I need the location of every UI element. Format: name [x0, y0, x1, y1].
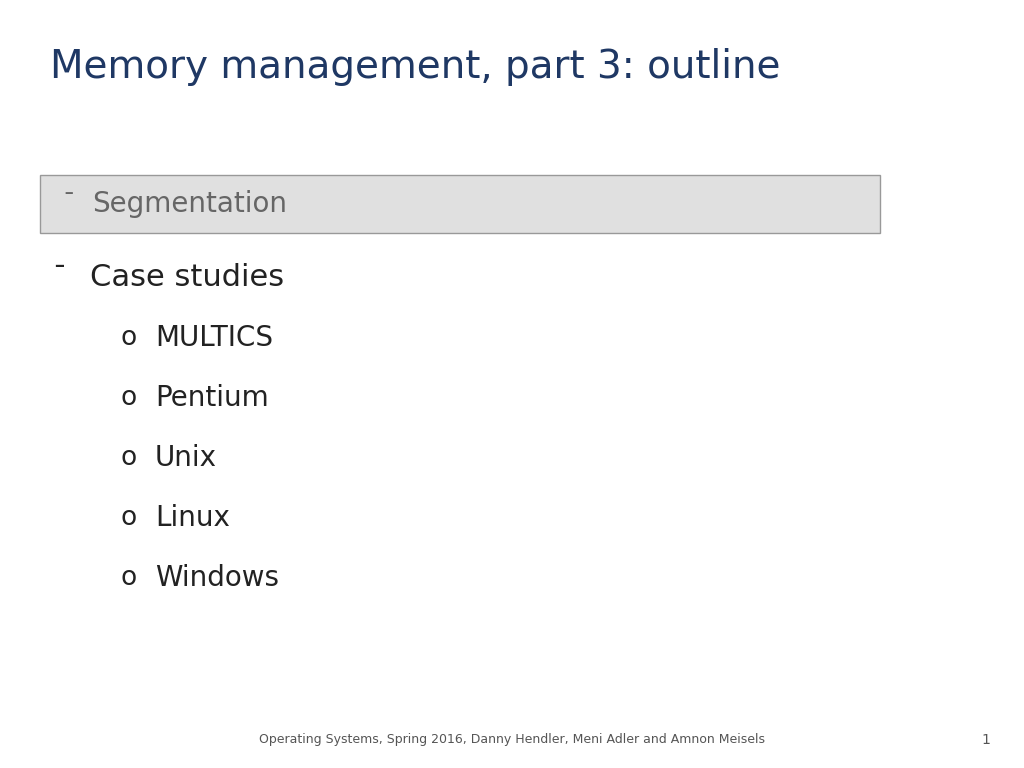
Text: o: o [120, 325, 136, 351]
Text: Operating Systems, Spring 2016, Danny Hendler, Meni Adler and Amnon Meisels: Operating Systems, Spring 2016, Danny He… [259, 733, 765, 746]
Text: ˉ: ˉ [52, 264, 66, 292]
Text: Linux: Linux [155, 504, 229, 532]
Text: Unix: Unix [155, 444, 217, 472]
Text: Case studies: Case studies [90, 263, 284, 293]
Text: Memory management, part 3: outline: Memory management, part 3: outline [50, 48, 780, 86]
FancyBboxPatch shape [40, 175, 880, 233]
Text: o: o [120, 565, 136, 591]
Text: Segmentation: Segmentation [92, 190, 287, 218]
Text: o: o [120, 505, 136, 531]
Text: o: o [120, 385, 136, 411]
Text: Pentium: Pentium [155, 384, 268, 412]
Text: o: o [120, 445, 136, 471]
Text: ˉ: ˉ [62, 192, 75, 216]
Text: 1: 1 [981, 733, 990, 747]
Text: MULTICS: MULTICS [155, 324, 273, 352]
Text: Windows: Windows [155, 564, 279, 592]
